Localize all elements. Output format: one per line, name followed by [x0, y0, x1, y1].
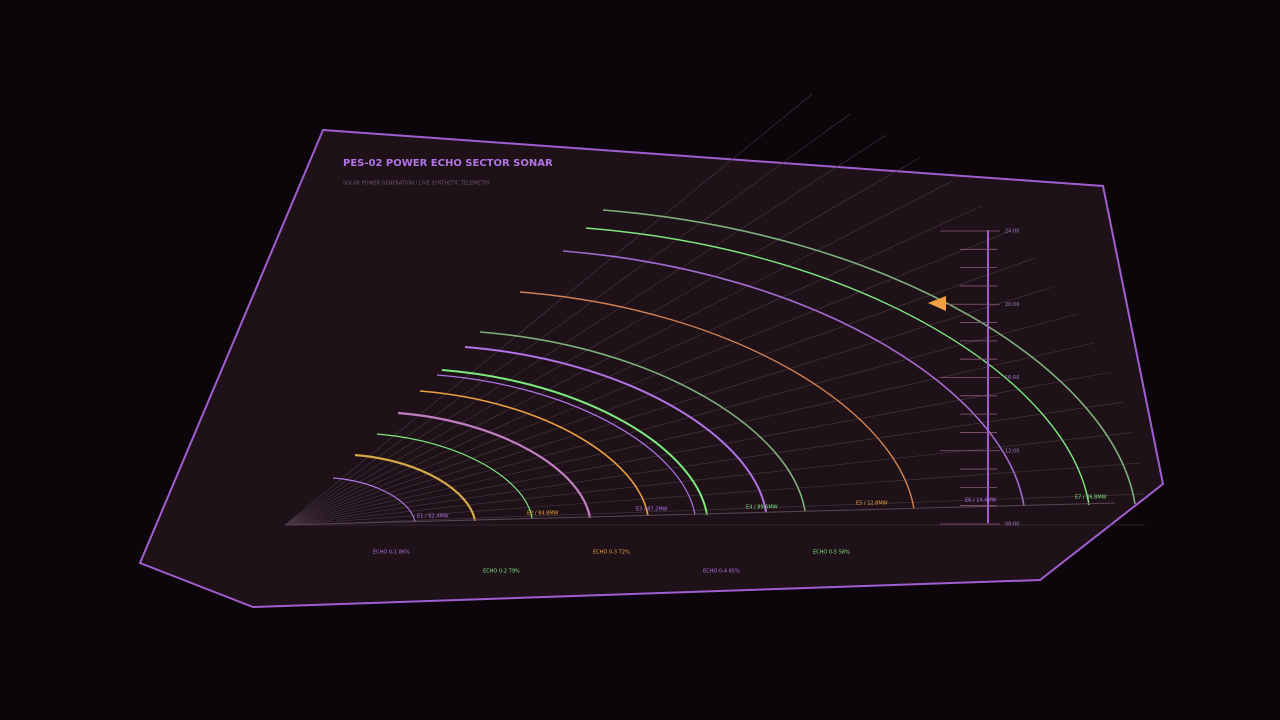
sector-label: E6 / 14.4MW [965, 498, 997, 504]
echo-arc [479, 331, 806, 512]
legend-item: ECHO 0-5 58% [813, 550, 850, 556]
legend-item: ECHO 0-3 72% [593, 550, 630, 556]
ray [284, 371, 1111, 526]
ray [284, 313, 1078, 526]
echo-arc [602, 209, 1136, 505]
scale-label: 08:00 [1005, 522, 1019, 528]
legend-item: ECHO 0-1 86% [373, 550, 410, 556]
title: PES-02 POWER ECHO SECTOR SONAR [343, 158, 553, 169]
baseline [284, 502, 1116, 526]
scale-label: 16:00 [1005, 375, 1019, 381]
echo-arc [397, 411, 592, 519]
ray [284, 401, 1123, 526]
echo-arc [441, 369, 708, 516]
echo-arc [585, 227, 1090, 506]
sector-label: E5 / 12.8MW [856, 501, 888, 507]
scale-label: 12:00 [1005, 448, 1019, 454]
echo-arc [436, 374, 696, 516]
ray [284, 113, 851, 526]
time-scale: 24:00 20:00 16:00 12:00 08:00 [940, 229, 1019, 528]
subtitle: SOLAR POWER GENERATION / LIVE SYNTHETIC … [343, 181, 491, 187]
legend-item: ECHO 0-4 65% [703, 569, 740, 575]
sector-label: E3 / 87.2MW [636, 507, 668, 513]
echo-arc [332, 477, 416, 523]
echo-arc [354, 453, 477, 522]
scale-label: 20:00 [1005, 302, 1019, 308]
sector-label: E4 / 89.6MW [746, 505, 778, 511]
ray [284, 493, 1144, 526]
echo-arc [464, 346, 767, 513]
ray [284, 157, 921, 526]
echo-arc [419, 390, 649, 517]
ray [284, 231, 1010, 526]
ray [284, 257, 1035, 526]
panel [138, 128, 1165, 609]
ray [284, 462, 1140, 526]
echo-arc [562, 250, 1025, 507]
ray [284, 180, 953, 526]
arcs [332, 209, 1136, 523]
ray [284, 93, 813, 526]
ray [284, 432, 1133, 526]
rays [284, 93, 1145, 526]
sector-label: E2 / 84.8MW [527, 511, 559, 517]
sector-label: E1 / 62.4MW [417, 514, 449, 520]
legend-item: ECHO 0-2 79% [483, 569, 520, 575]
scale-label: 24:00 [1005, 229, 1019, 235]
marker [928, 296, 946, 311]
ray [284, 205, 982, 526]
ray [284, 342, 1096, 526]
echo-arc [519, 291, 915, 510]
sector-label: E7 / 36.8MW [1075, 495, 1107, 501]
echo-arc [376, 433, 533, 519]
